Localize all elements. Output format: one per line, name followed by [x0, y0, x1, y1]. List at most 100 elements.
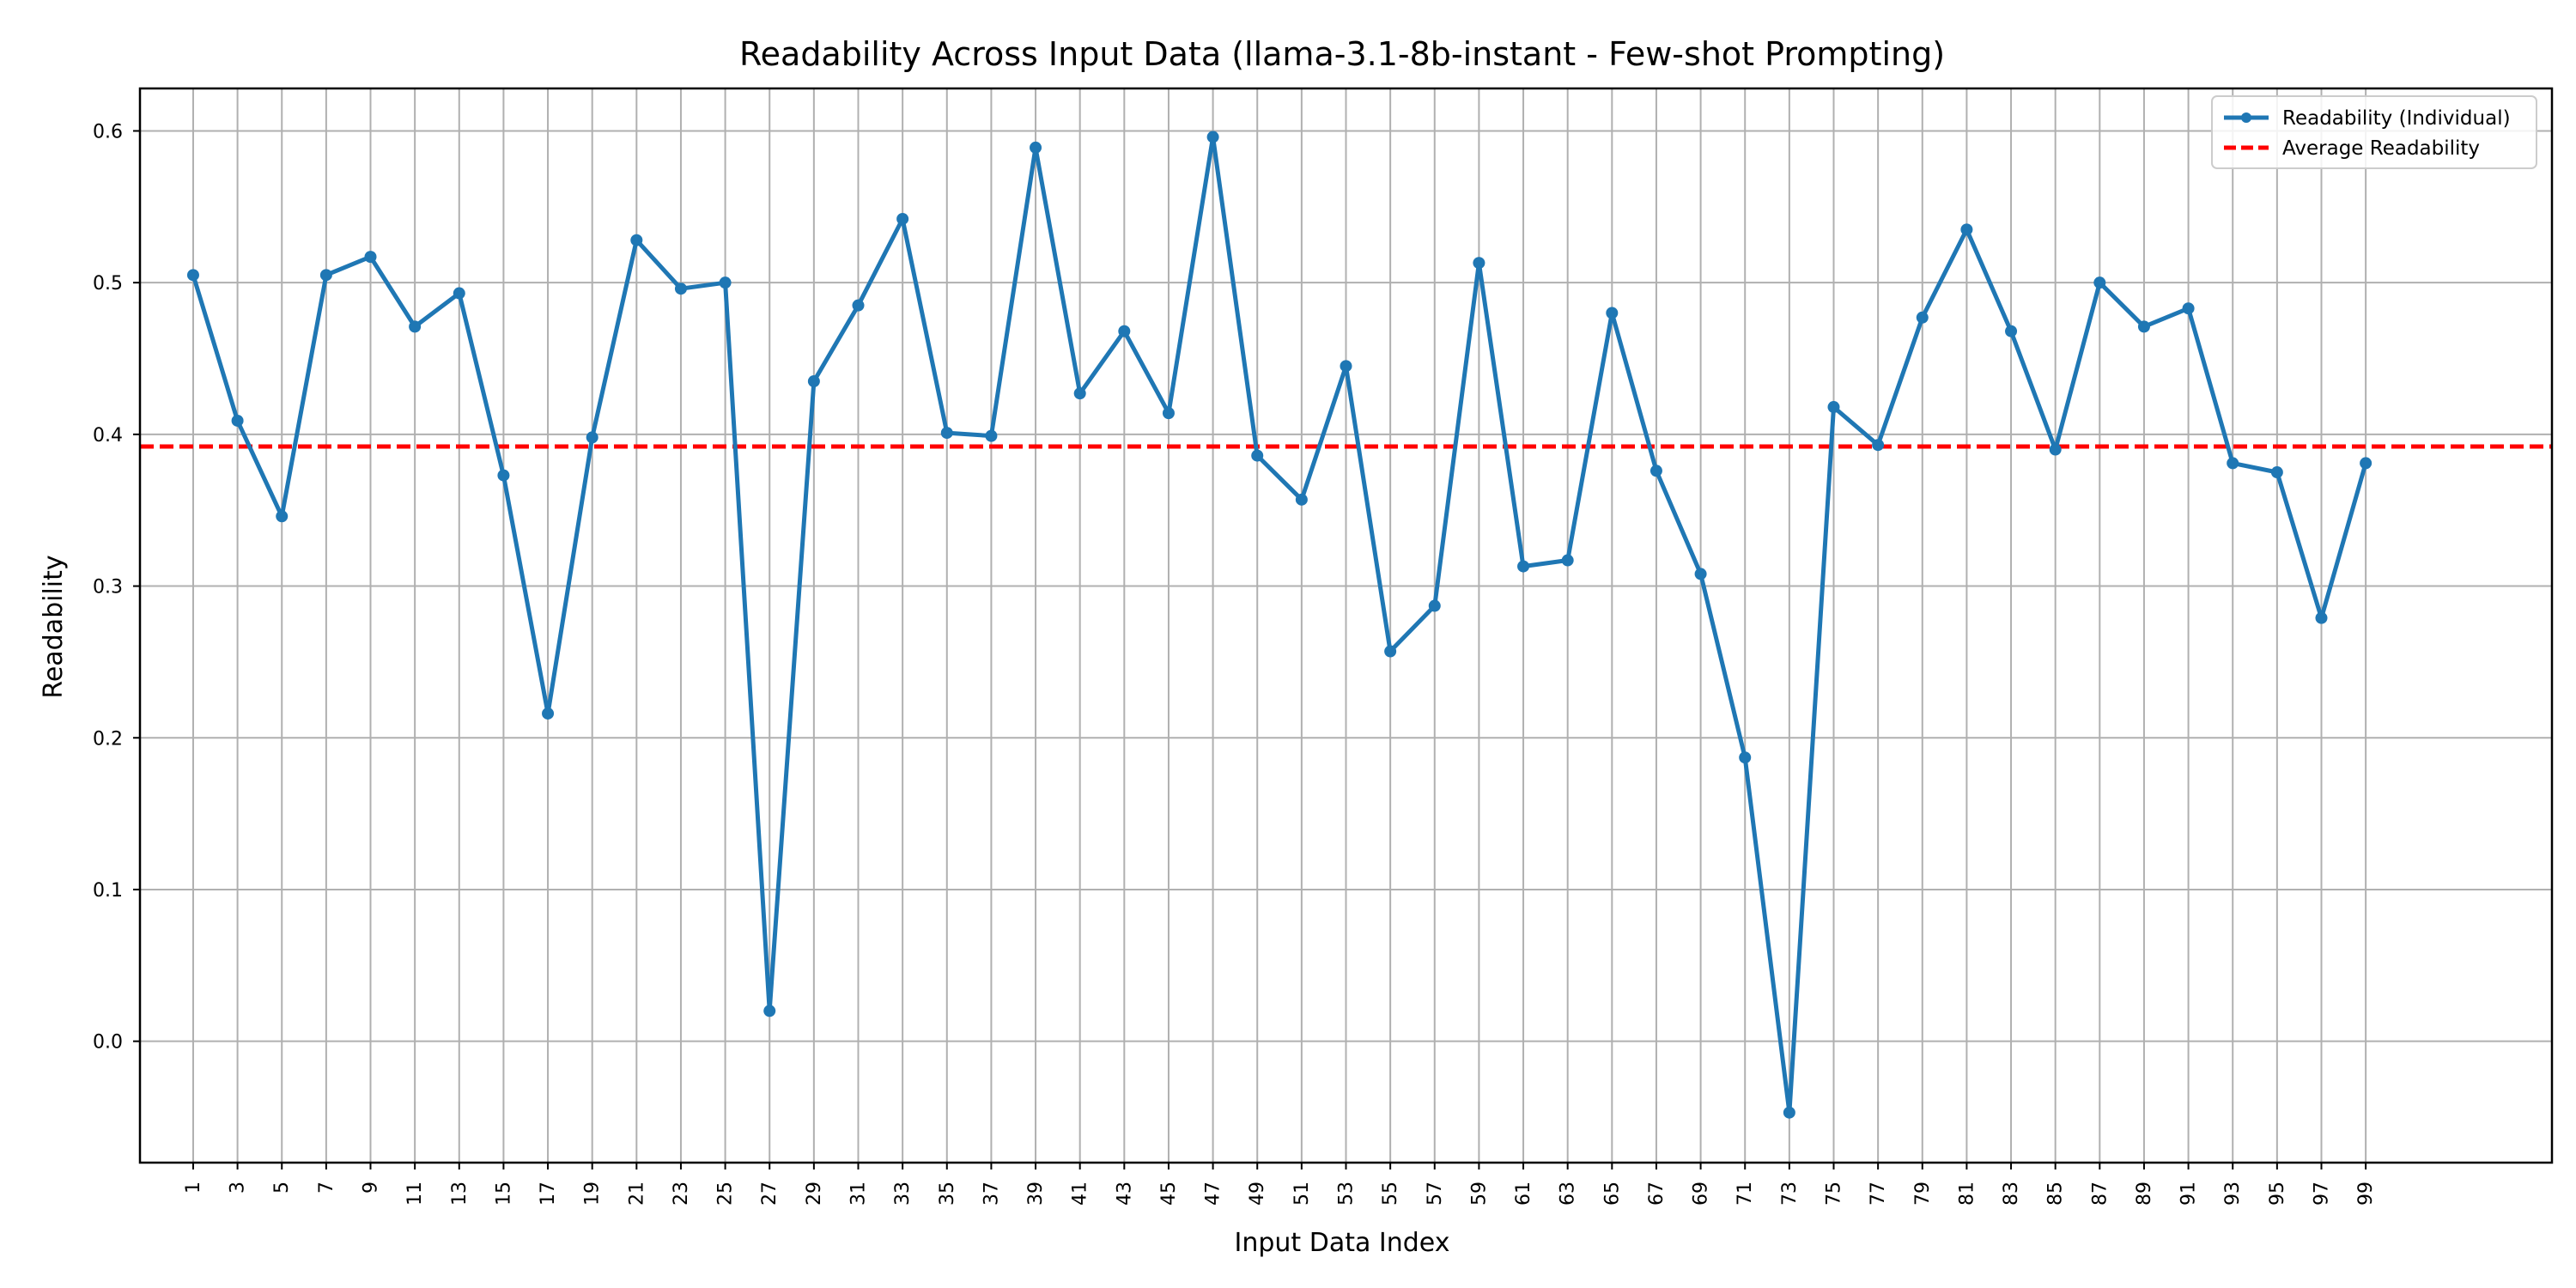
data-point	[1162, 407, 1175, 420]
data-point	[1206, 131, 1219, 143]
x-tick-label: 31	[848, 1182, 870, 1206]
data-point	[1960, 223, 1973, 236]
data-point	[2360, 457, 2372, 470]
x-tick-label: 93	[2222, 1182, 2244, 1206]
data-point	[1694, 568, 1707, 580]
data-point	[276, 510, 289, 523]
data-point	[364, 251, 377, 264]
x-tick-label: 35	[937, 1182, 958, 1206]
y-tick-label: 0.5	[93, 273, 123, 295]
x-tick-label: 57	[1425, 1182, 1446, 1206]
x-tick-label: 59	[1468, 1182, 1490, 1206]
x-tick-label: 65	[1601, 1182, 1623, 1206]
y-tick-label: 0.4	[93, 425, 123, 447]
data-point	[852, 299, 865, 312]
data-point	[1295, 493, 1308, 506]
x-tick-label: 51	[1291, 1182, 1313, 1206]
x-tick-label: 55	[1380, 1182, 1401, 1206]
data-point	[1030, 141, 1042, 154]
x-tick-label: 19	[582, 1182, 604, 1206]
data-point	[1649, 465, 1662, 477]
x-tick-label: 53	[1336, 1182, 1358, 1206]
series-layer	[186, 131, 2372, 1119]
x-tick-label: 97	[2311, 1182, 2332, 1206]
data-point	[2137, 320, 2150, 333]
x-tick-label: 95	[2267, 1182, 2288, 1206]
x-tick-label: 69	[1691, 1182, 1712, 1206]
data-point	[1428, 599, 1441, 612]
x-axis-ticks: 1 3 5 7 9 11 13 15 17 19 21 23 25 27 29 31 33 35 37 39 41 43 4…	[183, 1163, 2377, 1206]
x-tick-label: 49	[1247, 1182, 1268, 1206]
x-tick-label: 13	[449, 1182, 471, 1206]
data-point	[1340, 360, 1352, 373]
x-tick-label: 45	[1158, 1182, 1180, 1206]
y-tick-label: 0.2	[93, 728, 123, 750]
data-point	[2049, 443, 2062, 456]
data-point	[1561, 554, 1574, 567]
x-tick-label: 33	[892, 1182, 914, 1206]
data-point	[674, 283, 687, 295]
y-tick-label: 0.3	[93, 577, 123, 598]
data-point	[630, 234, 643, 246]
y-tick-label: 0.0	[93, 1032, 123, 1054]
x-tick-label: 85	[2045, 1182, 2067, 1206]
x-tick-label: 17	[538, 1182, 559, 1206]
data-point	[807, 375, 820, 388]
data-point	[1606, 307, 1619, 319]
data-point	[1517, 560, 1530, 573]
x-tick-label: 83	[2001, 1182, 2022, 1206]
data-point	[1827, 401, 1840, 414]
data-point	[186, 269, 199, 282]
y-tick-label: 0.1	[93, 880, 123, 902]
data-point	[453, 287, 465, 300]
data-point	[2227, 457, 2239, 470]
data-point	[2270, 466, 2283, 479]
data-point	[985, 429, 998, 442]
data-point	[586, 431, 598, 444]
x-tick-label: 3	[228, 1182, 249, 1194]
legend-box	[2211, 95, 2537, 169]
x-axis-label: Input Data Index	[1235, 1228, 1450, 1258]
x-tick-label: 21	[626, 1182, 647, 1206]
data-point	[2005, 325, 2018, 337]
x-tick-label: 99	[2355, 1182, 2377, 1206]
data-point	[319, 269, 332, 282]
x-tick-label: 77	[1868, 1182, 1889, 1206]
x-tick-label: 91	[2178, 1182, 2200, 1206]
x-tick-label: 79	[1912, 1182, 1934, 1206]
x-tick-label: 41	[1070, 1182, 1091, 1206]
x-tick-label: 47	[1203, 1182, 1224, 1206]
y-axis-ticks: 0.0 0.1 0.2 0.3 0.4 0.5 0.6	[93, 121, 140, 1054]
chart-title: Readability Across Input Data (llama-3.1…	[739, 35, 1945, 73]
x-tick-label: 75	[1823, 1182, 1844, 1206]
data-point	[896, 212, 909, 225]
legend-label-individual: Readability (Individual)	[2282, 107, 2511, 130]
data-point	[2315, 611, 2328, 624]
data-point	[1916, 311, 1929, 324]
x-tick-label: 71	[1735, 1182, 1756, 1206]
x-tick-label: 29	[804, 1182, 825, 1206]
x-tick-label: 61	[1513, 1182, 1534, 1206]
x-tick-label: 67	[1646, 1182, 1668, 1206]
data-point	[1384, 645, 1397, 658]
data-point	[542, 707, 555, 720]
x-tick-label: 37	[981, 1182, 1002, 1206]
x-tick-label: 9	[361, 1182, 382, 1194]
legend-label-average: Average Readability	[2282, 137, 2480, 160]
data-point	[719, 276, 732, 289]
x-tick-label: 23	[671, 1182, 692, 1206]
x-tick-label: 81	[1956, 1182, 1978, 1206]
data-point	[1739, 751, 1752, 764]
legend-marker-individual	[2241, 112, 2251, 123]
x-tick-label: 15	[493, 1182, 514, 1206]
x-tick-label: 27	[759, 1182, 781, 1206]
legend: Readability (Individual) Average Readabi…	[2211, 95, 2537, 169]
y-axis-label: Readability	[39, 555, 69, 698]
data-point	[409, 320, 422, 333]
x-tick-label: 7	[316, 1182, 337, 1194]
data-point	[497, 469, 510, 482]
x-tick-label: 25	[715, 1182, 737, 1206]
x-tick-label: 11	[404, 1182, 426, 1206]
